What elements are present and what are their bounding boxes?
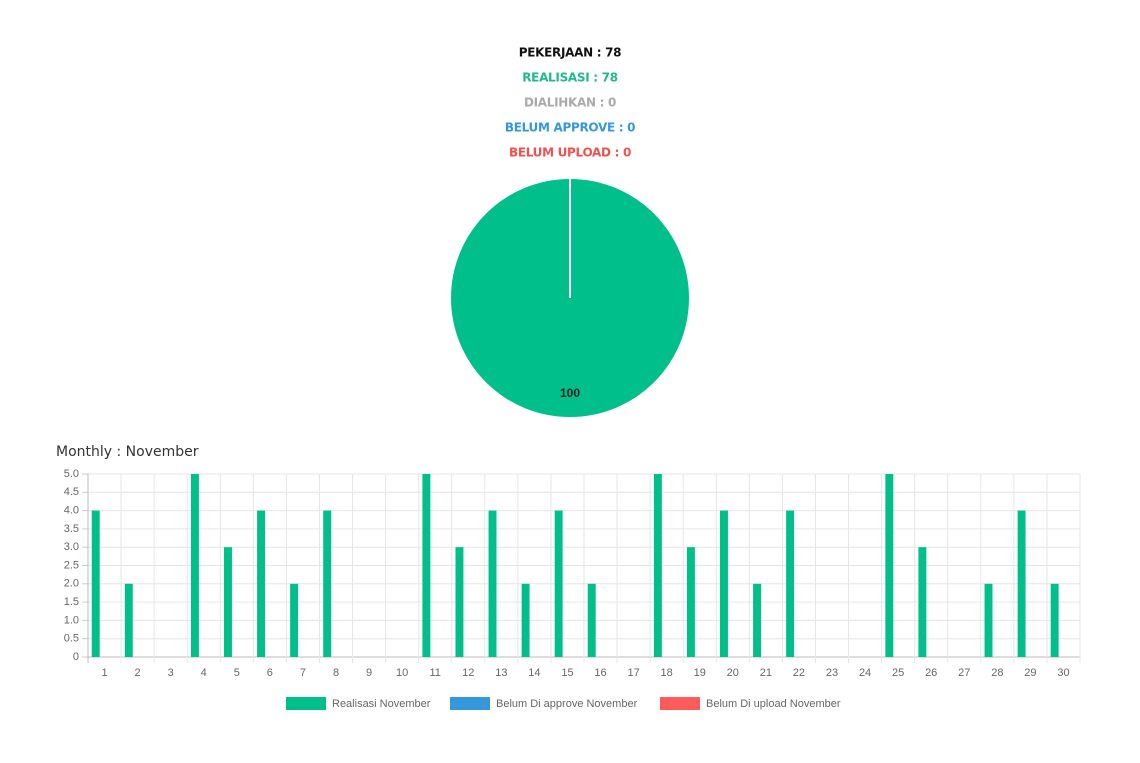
y-tick-label: 4.0 xyxy=(64,505,79,517)
y-tick-label: 0 xyxy=(73,651,79,663)
legend-label: Belum Di upload November xyxy=(706,698,841,710)
legend-label: Realisasi November xyxy=(332,698,431,710)
bar xyxy=(323,510,332,657)
bar xyxy=(885,474,894,657)
bar xyxy=(720,510,728,657)
x-tick-label: 5 xyxy=(234,667,240,679)
bar xyxy=(124,583,133,657)
y-tick-label: 1.5 xyxy=(64,596,79,608)
summary-realisasi: REALISASI : 78 xyxy=(522,71,618,85)
bar xyxy=(224,547,232,657)
x-tick-label: 11 xyxy=(429,667,440,679)
y-tick-label: 5.0 xyxy=(64,468,79,480)
pie-label: 100 xyxy=(560,386,580,400)
x-tick-label: 4 xyxy=(201,667,207,679)
x-tick-label: 21 xyxy=(760,667,772,679)
x-tick-label: 22 xyxy=(793,667,805,679)
y-tick-label: 1.0 xyxy=(64,614,79,626)
bar xyxy=(918,547,927,657)
legend-label: Belum Di approve November xyxy=(496,698,638,710)
legend-swatch xyxy=(450,697,490,710)
bar xyxy=(290,583,299,657)
x-tick-label: 7 xyxy=(300,667,306,679)
x-tick-label: 10 xyxy=(396,667,408,679)
bar xyxy=(488,510,497,657)
bar xyxy=(984,583,993,657)
bar xyxy=(786,510,795,657)
bar xyxy=(422,474,431,657)
x-tick-label: 8 xyxy=(333,667,339,679)
x-tick-label: 28 xyxy=(991,667,1003,679)
x-tick-label: 15 xyxy=(561,667,573,679)
summary-approve: BELUM APPROVE : 0 xyxy=(505,121,635,135)
x-tick-label: 13 xyxy=(495,667,507,679)
bar xyxy=(1017,510,1026,657)
bar xyxy=(753,583,762,657)
bar xyxy=(1050,583,1059,657)
summary-total: PEKERJAAN : 78 xyxy=(519,46,621,60)
bar xyxy=(587,583,596,657)
bar xyxy=(521,583,530,657)
bar xyxy=(257,510,266,657)
bar xyxy=(190,474,199,657)
bar xyxy=(686,547,695,657)
x-tick-label: 25 xyxy=(892,667,904,679)
legend-swatch xyxy=(660,697,700,710)
x-tick-label: 17 xyxy=(627,667,639,679)
x-tick-label: 18 xyxy=(661,667,673,679)
x-tick-label: 24 xyxy=(859,667,871,679)
x-tick-label: 23 xyxy=(826,667,838,679)
summary-upload: BELUM UPLOAD : 0 xyxy=(509,146,631,160)
bar xyxy=(455,547,464,657)
x-tick-label: 12 xyxy=(462,667,474,679)
bar xyxy=(554,510,563,657)
bar-title: Monthly : November xyxy=(56,444,199,460)
y-tick-label: 3.5 xyxy=(64,523,79,535)
x-tick-label: 30 xyxy=(1057,667,1069,679)
y-tick-label: 4.5 xyxy=(64,486,79,498)
y-tick-label: 2.0 xyxy=(64,578,79,590)
x-tick-label: 16 xyxy=(594,667,606,679)
x-tick-label: 29 xyxy=(1024,667,1036,679)
x-tick-label: 1 xyxy=(101,667,107,679)
summary-dialihkan: DIALIHKAN : 0 xyxy=(524,96,616,110)
y-tick-label: 3.0 xyxy=(64,541,79,553)
legend-swatch xyxy=(286,697,326,710)
x-tick-label: 6 xyxy=(267,667,273,679)
x-tick-label: 19 xyxy=(694,667,706,679)
x-tick-label: 27 xyxy=(958,667,970,679)
bar xyxy=(653,474,662,657)
x-tick-label: 20 xyxy=(727,667,739,679)
x-tick-label: 26 xyxy=(925,667,937,679)
x-tick-label: 2 xyxy=(135,667,141,679)
bar xyxy=(91,510,100,657)
y-tick-label: 0.5 xyxy=(64,633,79,645)
y-tick-label: 2.5 xyxy=(64,559,79,571)
x-tick-label: 3 xyxy=(168,667,174,679)
x-tick-label: 9 xyxy=(366,667,372,679)
x-tick-label: 14 xyxy=(528,667,540,679)
